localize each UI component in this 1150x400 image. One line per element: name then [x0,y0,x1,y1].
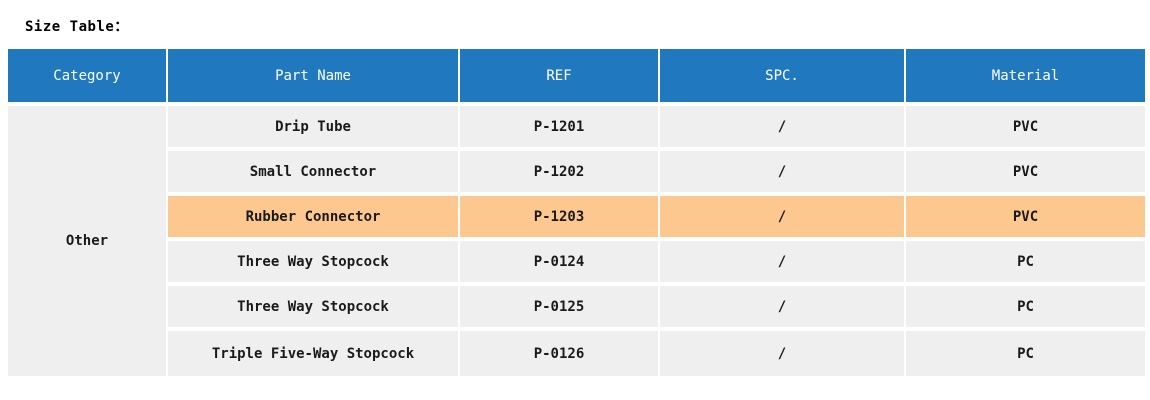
ref-cell: P-1201 [460,106,660,151]
table-row-highlighted[interactable]: Rubber Connector P-1203 / PVC [8,196,1145,241]
header-cell-part-name: Part Name [168,49,460,106]
header-cell-spc: SPC. [660,49,906,106]
spc-cell: / [660,106,906,151]
material-cell: PVC [906,196,1145,241]
header-cell-material: Material [906,49,1145,106]
material-cell: PC [906,286,1145,331]
ref-cell: P-1202 [460,151,660,196]
table-row[interactable]: Triple Five-Way Stopcock P-0126 / PC [8,331,1145,376]
table-row[interactable]: Other Drip Tube P-1201 / PVC [8,106,1145,376]
ref-cell: P-0126 [460,331,660,376]
table-row[interactable]: Three Way Stopcock P-0125 / PC [8,286,1145,331]
part-name-cell: Triple Five-Way Stopcock [168,331,460,376]
category-cell: Other [8,106,168,376]
material-cell: PVC [906,151,1145,196]
material-cell: PC [906,241,1145,286]
table-row[interactable]: Three Way Stopcock P-0124 / PC [8,241,1145,286]
material-cell: PC [906,331,1145,376]
spc-cell: / [660,151,906,196]
part-name-cell: Rubber Connector [168,196,460,241]
spc-cell: / [660,196,906,241]
ref-cell: P-0124 [460,241,660,286]
part-name-cell: Drip Tube [168,106,460,151]
spc-cell: / [660,286,906,331]
part-name-cell: Three Way Stopcock [168,241,460,286]
size-table: Category Part Name REF SPC. Material Oth… [8,49,1145,376]
page-title: Size Table： [25,19,129,35]
table-row[interactable]: Small Connector P-1202 / PVC [8,151,1145,196]
header-cell-category: Category [8,49,168,106]
spc-cell: / [660,331,906,376]
header-cell-ref: REF [460,49,660,106]
part-name-cell: Small Connector [168,151,460,196]
part-name-cell: Three Way Stopcock [168,286,460,331]
ref-cell: P-0125 [460,286,660,331]
material-cell: PVC [906,106,1145,151]
spc-cell: / [660,241,906,286]
table-header-row: Category Part Name REF SPC. Material [8,49,1145,106]
ref-cell: P-1203 [460,196,660,241]
